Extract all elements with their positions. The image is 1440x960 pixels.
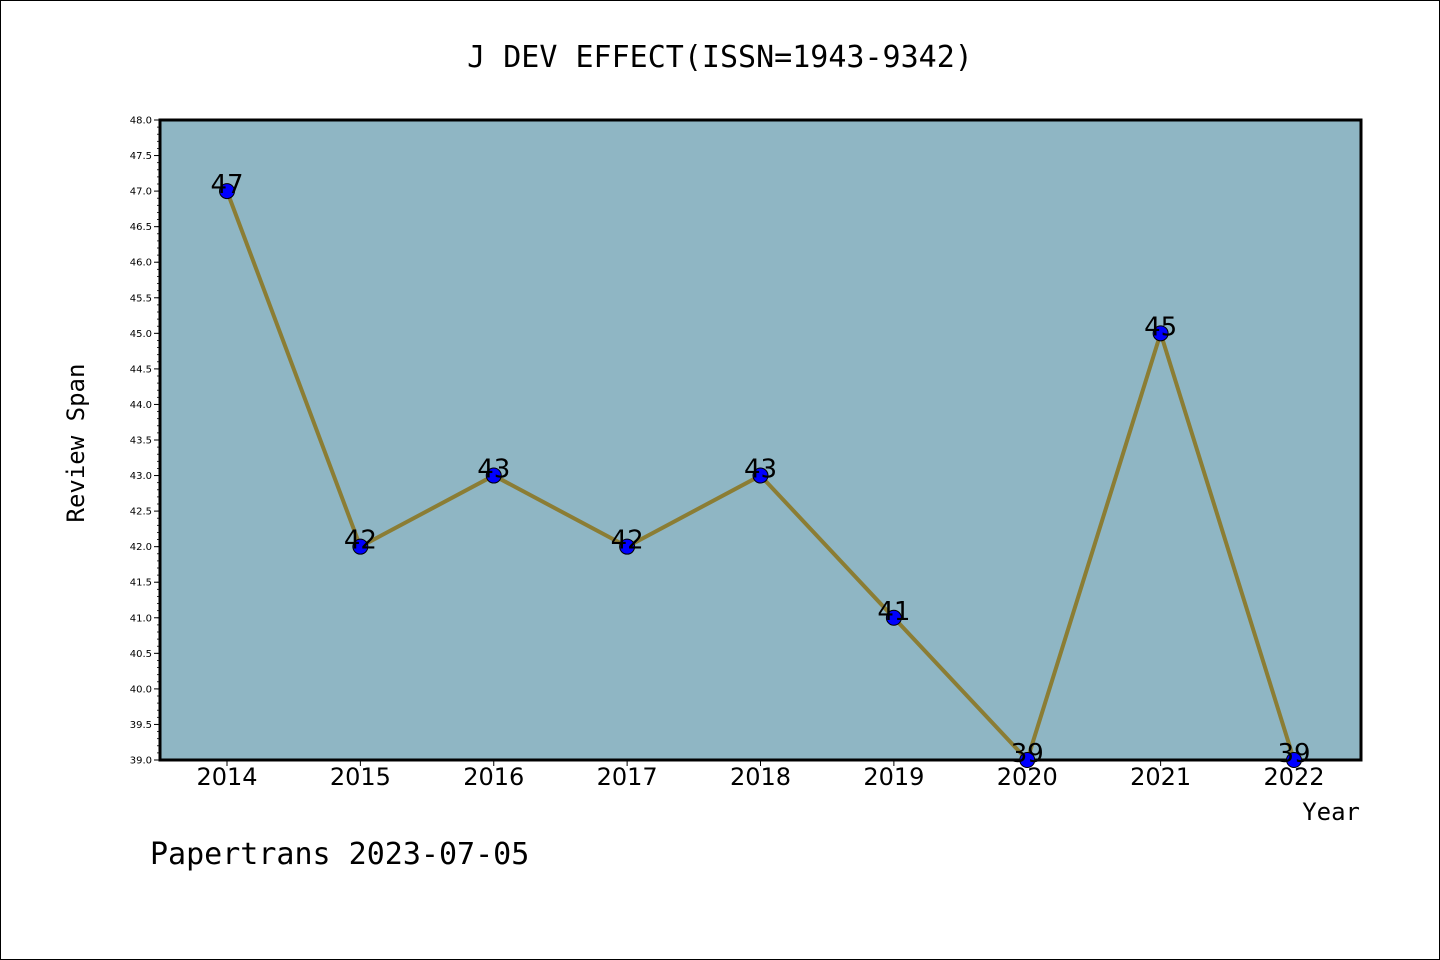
y-tick-label: 42.5 bbox=[130, 507, 152, 518]
x-tick-label: 2019 bbox=[863, 763, 924, 791]
y-tick-label: 41.5 bbox=[130, 578, 152, 589]
x-tick-label: 2016 bbox=[463, 763, 524, 791]
data-label: 39 bbox=[1011, 739, 1044, 769]
data-label: 43 bbox=[477, 455, 510, 485]
y-tick-label: 44.0 bbox=[130, 400, 152, 411]
footer-credit: Papertrans 2023-07-05 bbox=[150, 837, 529, 872]
y-tick-label: 42.0 bbox=[130, 542, 152, 553]
plot-area bbox=[158, 118, 1363, 762]
data-point bbox=[1152, 325, 1169, 342]
y-tick-label: 46.0 bbox=[130, 258, 152, 269]
y-tick-label: 48.0 bbox=[130, 116, 152, 127]
data-point bbox=[752, 467, 769, 484]
data-label: 45 bbox=[1144, 312, 1177, 342]
data-label: 39 bbox=[1277, 739, 1310, 769]
y-tick-label: 45.0 bbox=[130, 329, 152, 340]
y-axis: 39.0 39.5 40.0 40.5 41.0 41.5 42.0 42.5 43.0 43.5… bbox=[130, 116, 160, 767]
x-tick-label: 2021 bbox=[1130, 763, 1191, 791]
y-tick-label: 43.5 bbox=[130, 436, 152, 447]
data-label: 42 bbox=[344, 526, 377, 556]
y-tick-label: 44.5 bbox=[130, 364, 152, 375]
data-point bbox=[485, 467, 502, 484]
data-labels: 47 42 43 42 43 41 39 45 39 bbox=[210, 170, 1310, 769]
series-group bbox=[219, 183, 1302, 768]
y-tick-label: 40.5 bbox=[130, 649, 152, 660]
data-point bbox=[352, 538, 369, 555]
data-point bbox=[1019, 752, 1036, 768]
x-tick-label: 2017 bbox=[597, 763, 658, 791]
data-point bbox=[219, 183, 235, 200]
data-label: 43 bbox=[744, 455, 777, 485]
y-tick-label: 46.5 bbox=[130, 222, 152, 233]
y-tick-label: 40.0 bbox=[130, 684, 152, 695]
x-tick-label: 2014 bbox=[196, 763, 257, 791]
data-point bbox=[885, 609, 902, 626]
data-label: 41 bbox=[877, 597, 910, 627]
y-tick-label: 41.0 bbox=[130, 613, 152, 624]
data-point bbox=[1286, 752, 1302, 768]
data-label: 42 bbox=[611, 526, 644, 556]
data-label: 47 bbox=[210, 170, 243, 200]
y-tick-label: 39.0 bbox=[130, 756, 152, 767]
x-tick-label: 2018 bbox=[730, 763, 791, 791]
y-tick-label: 47.0 bbox=[130, 187, 152, 198]
y-axis-label: Review Span bbox=[62, 364, 90, 523]
x-axis-label: Year bbox=[1302, 798, 1360, 826]
y-tick-label: 47.5 bbox=[130, 151, 152, 162]
y-tick-label: 45.5 bbox=[130, 293, 152, 304]
chart-title: J DEV EFFECT(ISSN=1943-9342) bbox=[467, 40, 973, 75]
y-tick-label: 43.0 bbox=[130, 471, 152, 482]
x-axis: 2014 2015 2016 2017 2018 2019 2020 2021 2022 bbox=[196, 760, 1325, 791]
x-tick-label: 2015 bbox=[330, 763, 391, 791]
data-point bbox=[619, 538, 636, 555]
y-tick-label: 39.5 bbox=[130, 720, 152, 731]
